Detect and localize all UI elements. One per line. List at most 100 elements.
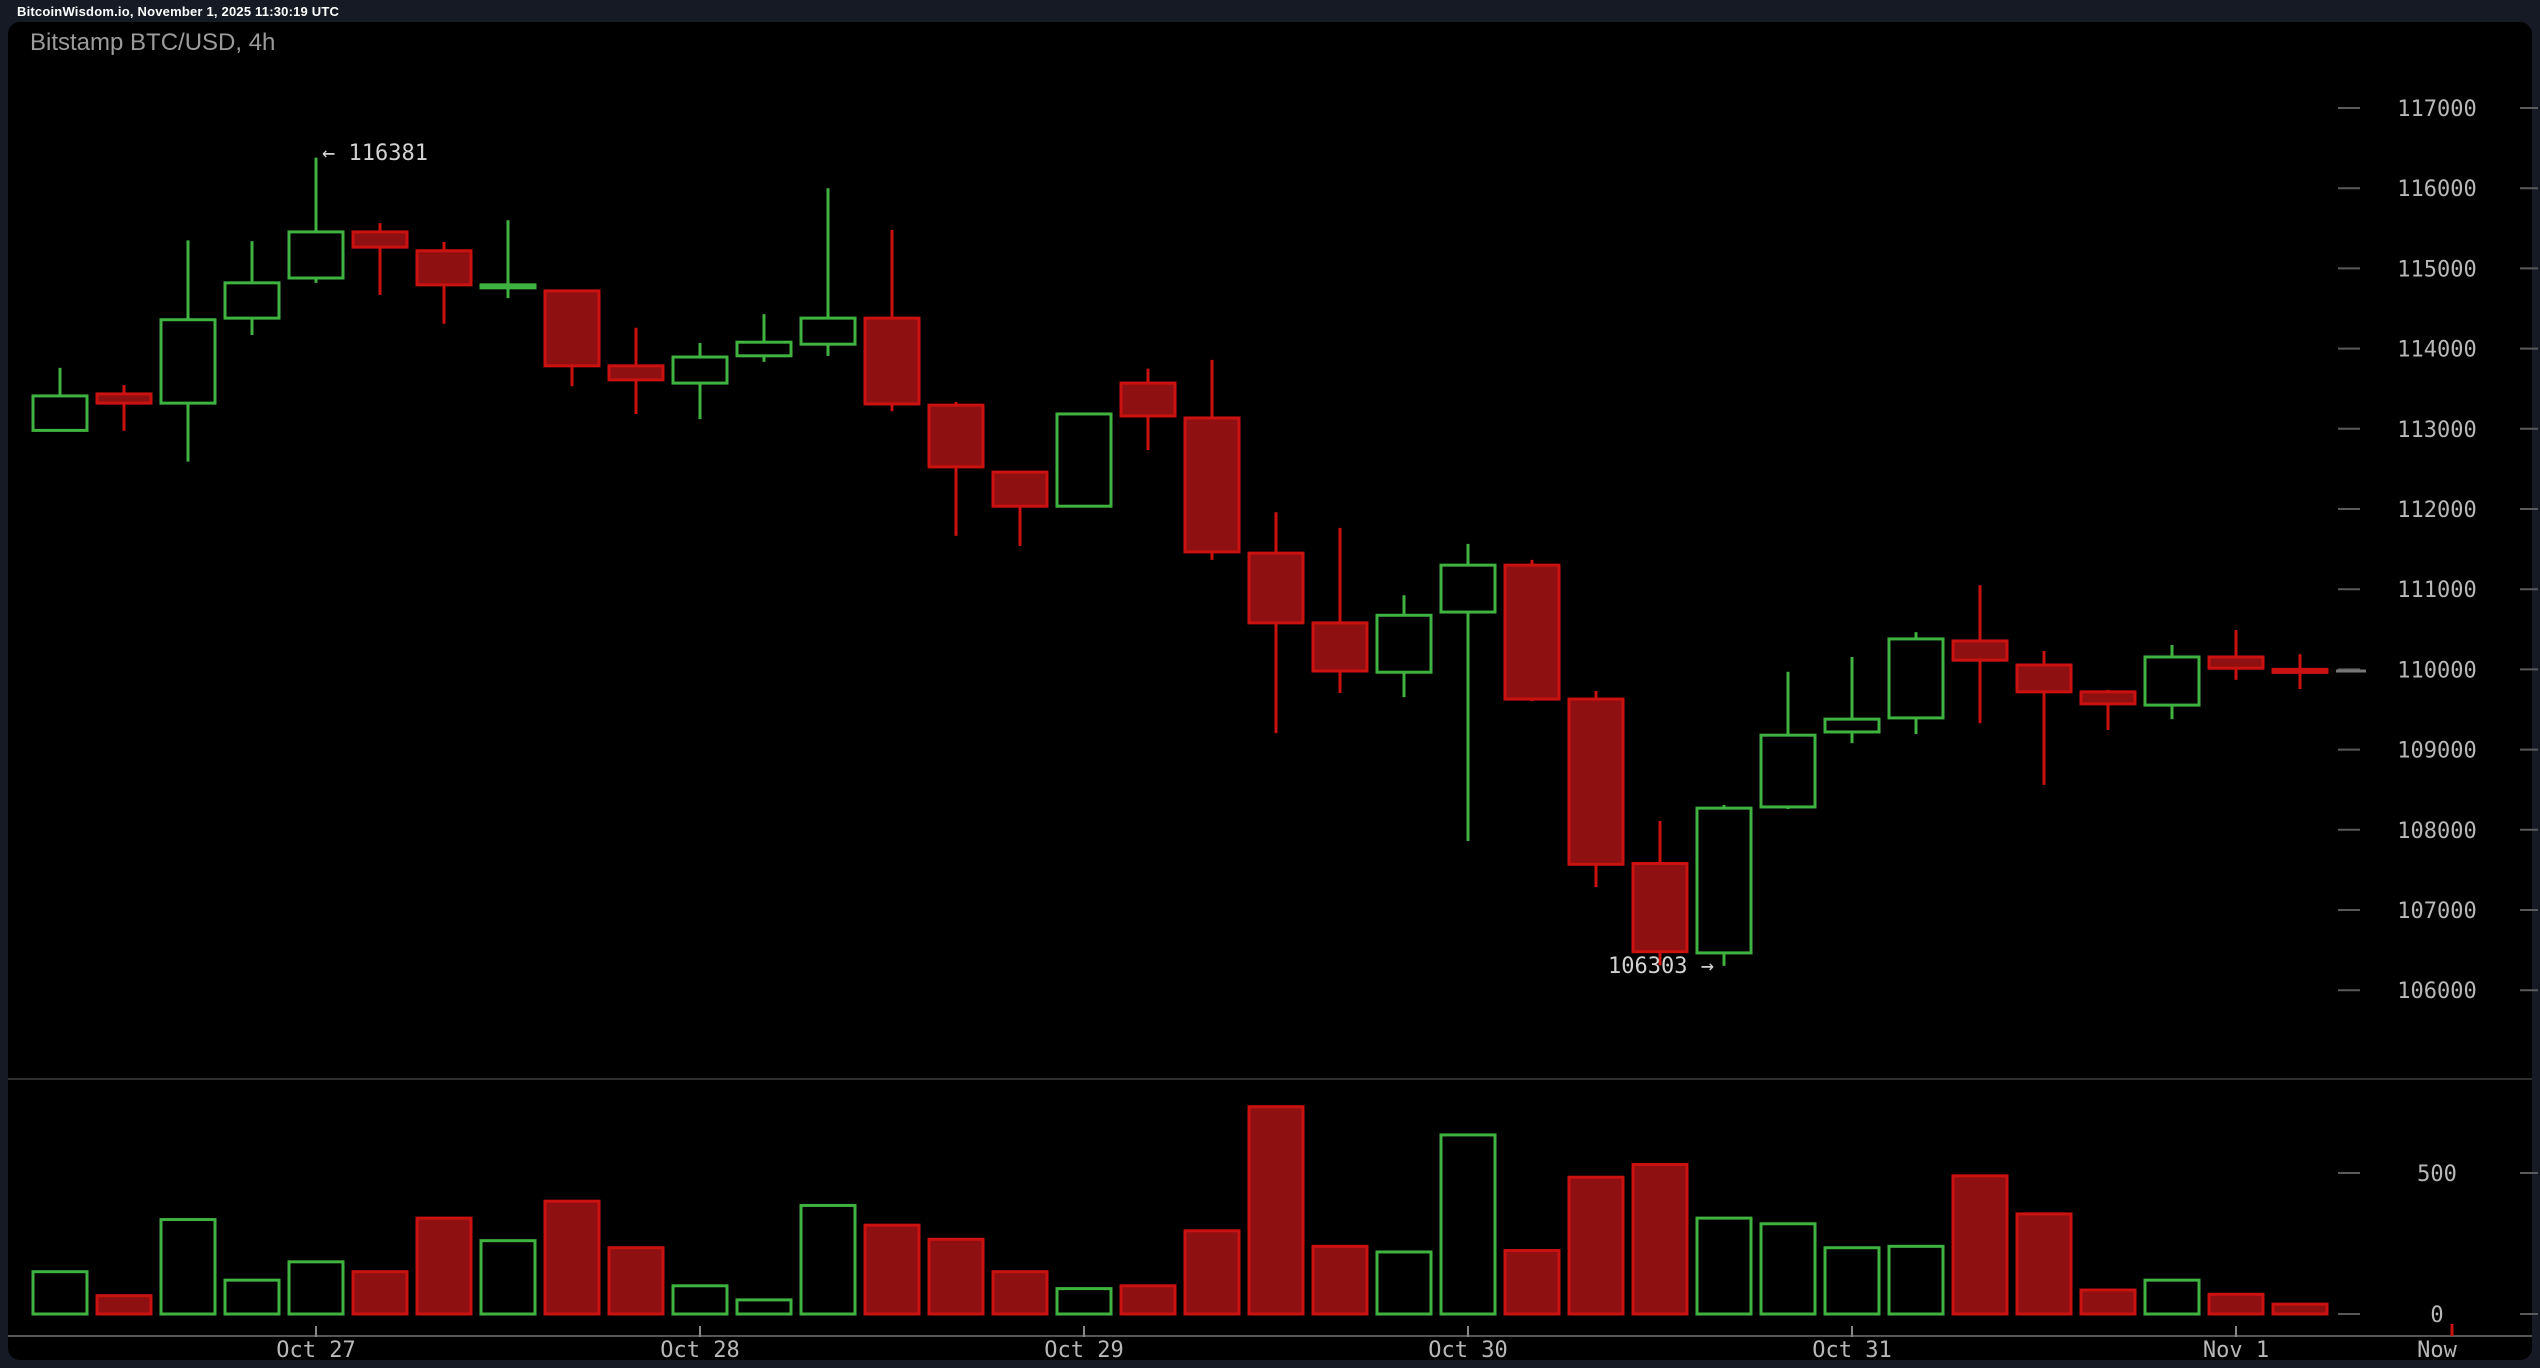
volume-bar: [1759, 1222, 1817, 1316]
price-axis-tick-label: 115000: [2397, 257, 2476, 282]
volume-bar: [1183, 1229, 1241, 1316]
volume-bar: [2207, 1292, 2265, 1316]
candle: [1759, 733, 1817, 809]
volume-bar: [1311, 1244, 1369, 1316]
annotation-high-price: ← 116381: [322, 141, 428, 166]
candle: [863, 316, 921, 406]
price-axis-tick-label: 114000: [2397, 338, 2476, 363]
volume-bar: [1375, 1250, 1433, 1316]
header-bar: BitcoinWisdom.io, November 1, 2025 11:30…: [0, 0, 2540, 22]
candle: [1631, 861, 1689, 954]
volume-bar: [2143, 1278, 2201, 1316]
chart-title: Bitstamp BTC/USD, 4h: [30, 29, 276, 56]
candle: [1247, 551, 1305, 625]
candle: [1375, 613, 1433, 674]
volume-bar: [1247, 1105, 1305, 1316]
annotation-low-price: 106303 →: [1608, 954, 1714, 979]
volume-bar: [2015, 1212, 2073, 1316]
volume-bar: [1695, 1216, 1753, 1316]
volume-bar: [671, 1284, 729, 1316]
volume-bar: [1567, 1175, 1625, 1316]
candle: [287, 230, 345, 280]
candle: [2015, 663, 2073, 694]
candle: [159, 318, 217, 405]
price-axis-tick-label: 117000: [2397, 97, 2476, 122]
volume-bar: [223, 1278, 281, 1316]
volume-bar: [1503, 1249, 1561, 1316]
volume-bar: [1951, 1174, 2009, 1316]
candle: [1695, 806, 1753, 955]
chart-background: [8, 22, 2532, 1360]
volume-axis-tick-label: 0: [2430, 1303, 2443, 1328]
price-axis-tick-label: 106000: [2397, 979, 2476, 1004]
volume-bar: [1119, 1284, 1177, 1316]
volume-bar: [1055, 1287, 1113, 1316]
volume-bar: [1439, 1133, 1497, 1316]
price-axis-tick-label: 109000: [2397, 739, 2476, 764]
volume-bar: [159, 1218, 217, 1316]
candle: [223, 281, 281, 320]
candle: [927, 403, 985, 469]
volume-bar: [927, 1237, 985, 1316]
price-axis-tick-label: 110000: [2397, 658, 2476, 683]
time-axis-label: Oct 30: [1428, 1338, 1507, 1363]
volume-axis-tick-label: 500: [2417, 1162, 2457, 1187]
time-axis-label: Oct 28: [660, 1338, 739, 1363]
candle: [1951, 639, 2009, 662]
candle: [671, 355, 729, 385]
volume-bar: [735, 1298, 793, 1316]
price-axis-tick-label: 111000: [2397, 578, 2476, 603]
price-axis-tick-label: 108000: [2397, 819, 2476, 844]
candle: [543, 289, 601, 368]
volume-bar: [1887, 1244, 1945, 1316]
candle: [2207, 655, 2265, 670]
price-axis-tick-label: 107000: [2397, 899, 2476, 924]
candle: [31, 394, 89, 432]
candle: [415, 249, 473, 287]
volume-bar: [1823, 1246, 1881, 1316]
candle: [1887, 637, 1945, 720]
price-axis-tick-label: 113000: [2397, 418, 2476, 443]
candle: [1183, 416, 1241, 554]
candle: [2143, 655, 2201, 707]
candle: [1503, 563, 1561, 701]
candle: [991, 470, 1049, 508]
header-title: BitcoinWisdom.io, November 1, 2025 11:30…: [17, 4, 340, 19]
volume-bar: [1631, 1163, 1689, 1316]
candle: [1055, 412, 1113, 508]
candle: [2271, 667, 2329, 674]
volume-bar: [287, 1260, 345, 1316]
time-axis-label: Nov 1: [2203, 1338, 2269, 1363]
time-axis-label: Oct 31: [1812, 1338, 1891, 1363]
candle: [2079, 690, 2137, 706]
volume-bar: [351, 1270, 409, 1316]
time-axis-label: Oct 27: [276, 1338, 355, 1363]
price-axis-tick-label: 112000: [2397, 498, 2476, 523]
candle: [1823, 717, 1881, 734]
candle: [799, 316, 857, 346]
candle: [735, 340, 793, 358]
candle: [607, 364, 665, 382]
volume-bar: [2271, 1302, 2329, 1316]
candle: [1311, 621, 1369, 673]
price-axis-tick-label: 116000: [2397, 177, 2476, 202]
volume-bar: [479, 1239, 537, 1316]
candle: [479, 283, 537, 290]
candle: [95, 392, 153, 405]
volume-bar: [415, 1216, 473, 1316]
candle: [1567, 697, 1625, 866]
volume-bar: [863, 1223, 921, 1316]
volume-bar: [95, 1294, 153, 1316]
time-axis-label-now: Now: [2417, 1338, 2457, 1363]
volume-bar: [31, 1270, 89, 1316]
volume-bar: [991, 1270, 1049, 1316]
volume-bar: [2079, 1288, 2137, 1316]
candle: [1439, 563, 1497, 614]
time-axis-label: Oct 29: [1044, 1338, 1123, 1363]
volume-bar: [799, 1203, 857, 1316]
volume-bar: [543, 1199, 601, 1316]
candle: [351, 230, 409, 249]
volume-bar: [607, 1246, 665, 1316]
